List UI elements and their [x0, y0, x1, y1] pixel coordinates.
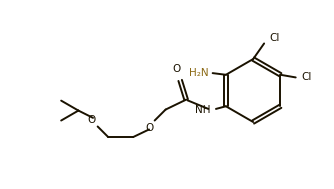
Text: Cl: Cl: [269, 33, 280, 43]
Text: Cl: Cl: [301, 72, 311, 82]
Text: NH: NH: [195, 105, 211, 115]
Text: H₂N: H₂N: [189, 68, 208, 78]
Text: O: O: [173, 64, 181, 74]
Text: O: O: [88, 115, 96, 125]
Text: O: O: [146, 123, 154, 133]
